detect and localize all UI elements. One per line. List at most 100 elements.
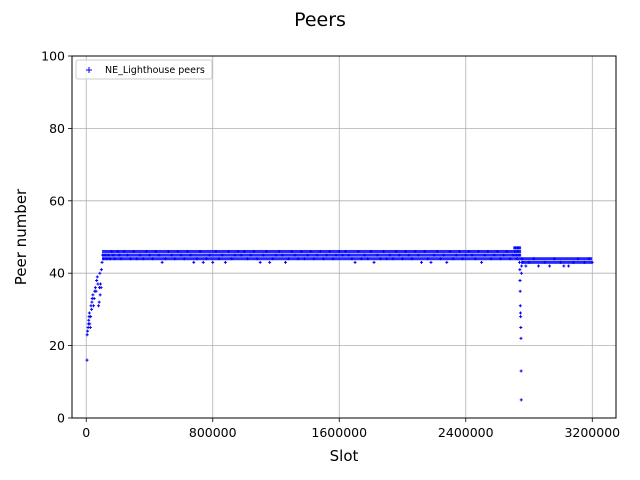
data-point — [397, 253, 401, 257]
data-point — [372, 260, 376, 264]
data-point — [587, 257, 591, 261]
data-point — [401, 257, 405, 261]
data-point — [442, 253, 446, 257]
data-point — [98, 271, 102, 275]
data-point — [110, 249, 114, 253]
data-point — [527, 260, 531, 264]
data-point — [532, 257, 536, 261]
x-tick-label: 800000 — [189, 425, 237, 440]
data-point — [116, 249, 120, 253]
data-point — [246, 257, 250, 261]
data-point — [119, 257, 123, 261]
data-point — [315, 253, 319, 257]
data-point — [413, 249, 417, 253]
data-point — [283, 260, 287, 264]
data-point — [404, 249, 408, 253]
data-point — [157, 253, 161, 257]
data-point — [173, 257, 177, 261]
data-point — [519, 398, 523, 402]
data-point — [287, 257, 291, 261]
data-point — [97, 304, 101, 308]
data-point — [87, 311, 91, 315]
data-point — [511, 253, 515, 257]
chart-title: Peers — [294, 9, 346, 31]
data-point — [514, 253, 518, 257]
legend-marker — [86, 67, 92, 73]
data-point — [154, 249, 158, 253]
data-point — [562, 264, 566, 268]
data-point — [261, 253, 265, 257]
data-point — [166, 249, 170, 253]
data-point — [476, 249, 480, 253]
data-point — [454, 253, 458, 257]
data-point — [189, 253, 193, 257]
x-tick-label: 3200000 — [564, 425, 620, 440]
data-point — [519, 369, 523, 373]
data-point — [255, 257, 259, 261]
data-point — [138, 253, 142, 257]
data-point — [97, 300, 101, 304]
data-point — [337, 249, 341, 253]
data-point — [416, 253, 420, 257]
data-point — [87, 318, 91, 322]
data-point — [220, 253, 224, 257]
data-point — [105, 257, 109, 261]
data-point — [461, 257, 465, 261]
data-point — [302, 257, 306, 261]
data-point — [429, 260, 433, 264]
data-point — [567, 264, 571, 268]
data-point — [95, 275, 99, 279]
y-tick-label: 40 — [49, 266, 65, 281]
data-point — [141, 257, 145, 261]
data-point — [265, 249, 269, 253]
data-point — [576, 257, 580, 261]
y-tick-label: 0 — [57, 411, 65, 426]
data-point — [176, 249, 180, 253]
data-point — [515, 257, 519, 261]
data-point — [366, 257, 370, 261]
data-point — [388, 253, 392, 257]
data-point — [103, 253, 107, 257]
data-point — [101, 253, 105, 257]
data-point — [473, 257, 477, 261]
data-point — [90, 307, 94, 311]
data-point — [369, 249, 373, 253]
data-point — [350, 257, 354, 261]
data-band — [521, 260, 593, 264]
data-point — [95, 278, 99, 282]
data-point — [170, 253, 174, 257]
grid — [72, 55, 616, 419]
data-point — [590, 260, 594, 264]
legend: NE_Lighthouse peers — [75, 59, 213, 80]
data-point — [163, 257, 167, 261]
data-point — [208, 253, 212, 257]
data-point — [98, 293, 102, 297]
data-point — [85, 333, 89, 337]
data-point — [217, 257, 221, 261]
data-point — [92, 297, 96, 301]
data-point — [438, 257, 442, 261]
data-point — [179, 253, 183, 257]
data-point — [517, 253, 521, 257]
data-point — [518, 289, 522, 293]
data-point — [499, 257, 503, 261]
data-point — [518, 268, 522, 272]
data-point — [293, 253, 297, 257]
data-point — [543, 260, 547, 264]
data-point — [274, 253, 278, 257]
data-point — [517, 246, 521, 250]
data-point — [505, 249, 509, 253]
data-point — [321, 257, 325, 261]
x-axis-ticks: 0 800000 1600000 2400000 3200000 — [82, 418, 620, 440]
data-point — [86, 329, 90, 333]
data-point — [464, 253, 468, 257]
data-point — [108, 257, 112, 261]
data-point — [519, 315, 523, 319]
data-point — [432, 253, 436, 257]
data-point — [520, 257, 524, 261]
data-point — [192, 260, 196, 264]
data-point — [448, 249, 452, 253]
data-point — [306, 253, 310, 257]
data-point — [98, 282, 102, 286]
data-point — [394, 249, 398, 253]
